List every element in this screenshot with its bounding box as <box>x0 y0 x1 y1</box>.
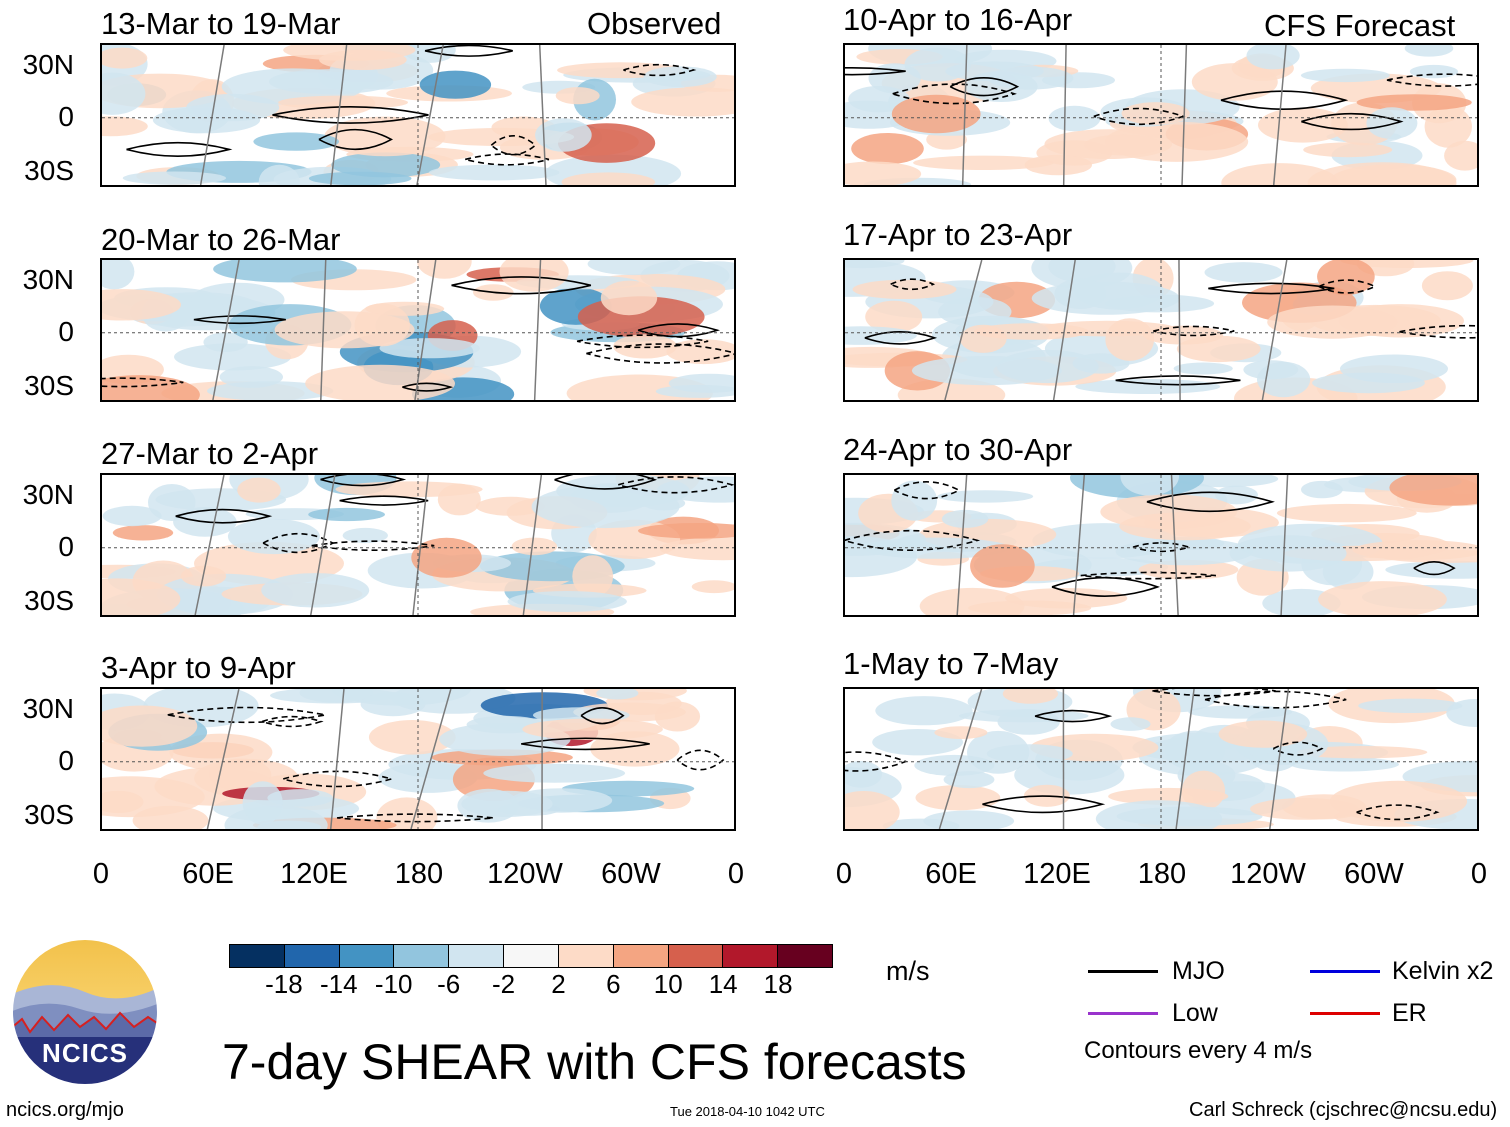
lat-label-30s: 30S <box>24 799 74 830</box>
panel-title: 10-Apr to 16-Apr <box>843 2 1073 37</box>
colorbar-tick-label: 14 <box>708 969 738 999</box>
legend-label-er: ER <box>1392 999 1427 1027</box>
lon-label: 120E <box>1023 858 1091 890</box>
lon-label: 120W <box>1230 858 1306 890</box>
colorbar <box>229 944 833 968</box>
lat-label-30s: 30S <box>24 155 74 186</box>
forecast-header: CFS Forecast <box>1264 8 1456 43</box>
footer-url[interactable]: ncics.org/mjo <box>6 1099 124 1121</box>
panel-title: 3-Apr to 9-Apr <box>101 650 296 685</box>
lat-label-30s: 30S <box>24 585 74 616</box>
legend-label-mjo: MJO <box>1172 957 1225 985</box>
lon-label: 60W <box>1344 858 1404 890</box>
lon-label: 120E <box>280 858 348 890</box>
colorbar-swatch <box>557 945 613 967</box>
shear-map <box>843 473 1479 617</box>
colorbar-swatch <box>777 945 832 967</box>
lon-label: 120W <box>487 858 563 890</box>
legend-label-kelvin: Kelvin x2 <box>1392 957 1494 985</box>
shear-map <box>100 258 736 402</box>
lon-label: 180 <box>1137 858 1187 890</box>
colorbar-tick-label: 18 <box>763 969 793 999</box>
lon-label: 60W <box>601 858 661 890</box>
lon-label: 60E <box>182 858 234 890</box>
shear-map <box>843 687 1479 831</box>
shear-map <box>100 473 736 617</box>
lat-label-eq: 0 <box>58 101 74 132</box>
lat-label-30n: 30N <box>22 479 74 510</box>
panel-title: 24-Apr to 30-Apr <box>843 432 1073 467</box>
colorbar-tick-label: 2 <box>551 969 566 999</box>
colorbar-swatch <box>283 945 339 967</box>
colorbar-tick-label: -6 <box>437 969 461 999</box>
lat-label-30n: 30N <box>22 264 74 295</box>
observed-header: Observed <box>587 6 722 41</box>
panel-title: 13-Mar to 19-Mar <box>101 6 341 41</box>
legend-line-low <box>1088 1012 1158 1015</box>
lon-label: 180 <box>394 858 444 890</box>
ncics-logo-graphic <box>11 938 159 1086</box>
shear-field <box>102 45 734 185</box>
logo-text: NCICS <box>42 1038 128 1068</box>
legend-line-er <box>1310 1012 1380 1015</box>
figure-title: 7-day SHEAR with CFS forecasts <box>222 1034 967 1090</box>
lat-label-eq: 0 <box>58 316 74 347</box>
lon-label: 0 <box>1470 858 1488 890</box>
panel-title: 20-Mar to 26-Mar <box>101 222 341 257</box>
colorbar-tick-label: -10 <box>374 969 413 999</box>
lon-label: 0 <box>727 858 745 890</box>
shear-field <box>102 260 734 400</box>
panel-title: 1-May to 7-May <box>843 646 1059 681</box>
colorbar-swatch <box>448 945 504 967</box>
colorbar-tick-label: -18 <box>265 969 303 999</box>
shear-map <box>100 687 736 831</box>
colorbar-swatch <box>667 945 723 967</box>
colorbar-swatch <box>393 945 449 967</box>
colorbar-swatch <box>230 945 284 967</box>
shear-map <box>100 43 736 187</box>
colorbar-tick-label: 6 <box>606 969 621 999</box>
shear-map <box>843 258 1479 402</box>
lon-label: 60E <box>925 858 977 890</box>
colorbar-tick-label: -2 <box>491 969 516 999</box>
shear-field <box>102 689 734 829</box>
ncics-logo: NCICS <box>10 937 160 1087</box>
lon-label: 0 <box>92 858 110 890</box>
shear-field <box>845 689 1477 829</box>
shear-field <box>102 475 734 615</box>
footer-timestamp: Tue 2018-04-10 1042 UTC <box>670 1104 825 1119</box>
panel-title: 17-Apr to 23-Apr <box>843 217 1073 252</box>
legend-label-low: Low <box>1172 999 1218 1027</box>
colorbar-swatch <box>503 945 558 967</box>
lon-label: 0 <box>835 858 853 890</box>
colorbar-swatch <box>338 945 394 967</box>
shear-field <box>845 45 1477 185</box>
footer-credit: Carl Schreck (cjschrec@ncsu.edu) <box>1189 1099 1498 1121</box>
colorbar-tick-label: 10 <box>653 969 683 999</box>
lat-label-eq: 0 <box>58 745 74 776</box>
panel-title: 27-Mar to 2-Apr <box>101 436 319 471</box>
shear-field <box>845 475 1477 615</box>
colorbar-units: m/s <box>886 956 930 986</box>
colorbar-swatch <box>722 945 778 967</box>
lat-label-30n: 30N <box>22 49 74 80</box>
shear-map <box>843 43 1479 187</box>
colorbar-swatch <box>612 945 668 967</box>
lat-label-30s: 30S <box>24 370 74 401</box>
shear-field <box>845 260 1477 400</box>
contour-note: Contours every 4 m/s <box>1084 1037 1313 1064</box>
lat-label-eq: 0 <box>58 531 74 562</box>
legend-line-kelvin <box>1310 970 1380 973</box>
lat-label-30n: 30N <box>22 693 74 724</box>
legend-line-mjo <box>1088 970 1158 973</box>
colorbar-tick-label: -14 <box>320 969 358 999</box>
